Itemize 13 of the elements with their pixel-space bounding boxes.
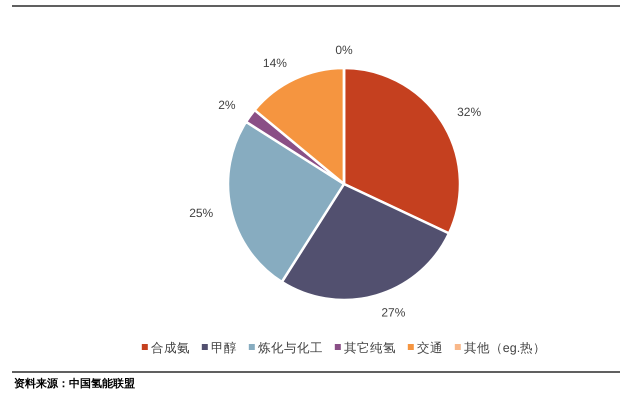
- text: 0%: [335, 43, 353, 57]
- legend-label: 其他（eg.热）: [464, 341, 546, 355]
- legend-label: 其它纯氢: [344, 340, 396, 355]
- data-label: 2%: [218, 98, 236, 112]
- data-label: 32%: [457, 105, 482, 120]
- legend-label: 合成氨: [150, 341, 190, 355]
- legend-label: 炼化与化工: [258, 341, 323, 355]
- legend-label: 交通: [416, 340, 443, 355]
- data-label: 14%: [262, 56, 288, 70]
- text: 资料来源：中国氢能联盟: [14, 377, 135, 390]
- data-label: 27%: [381, 306, 406, 320]
- legend-label: 甲醇: [210, 341, 237, 355]
- data-label: 25%: [189, 206, 214, 220]
